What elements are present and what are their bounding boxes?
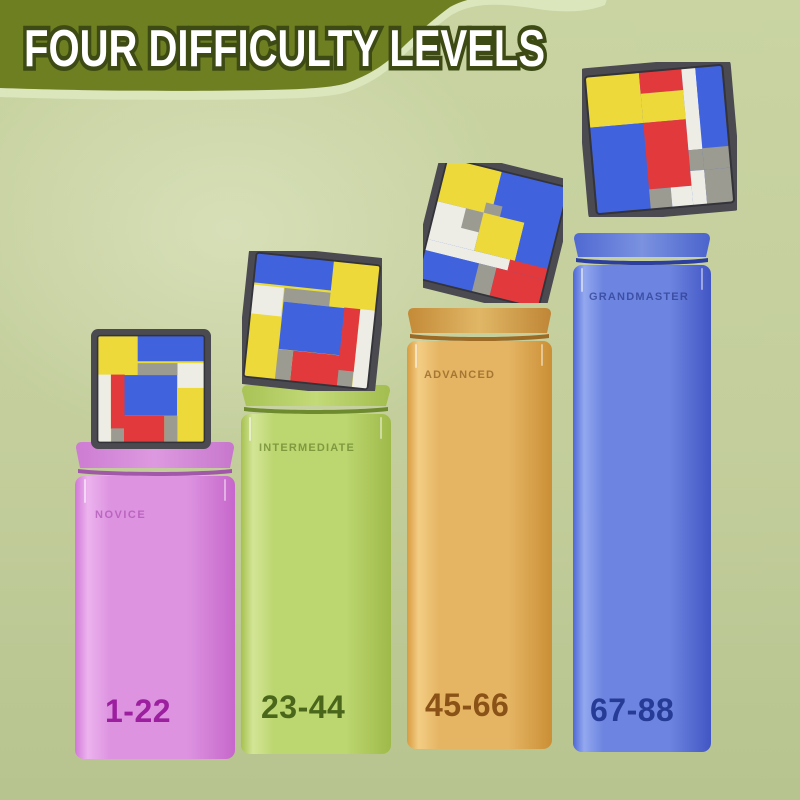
svg-text:1-22: 1-22 [105, 693, 171, 729]
svg-text:ADVANCED: ADVANCED [424, 369, 495, 381]
svg-text:NOVICE: NOVICE [95, 509, 146, 521]
svg-text:67-88: 67-88 [590, 692, 674, 728]
svg-text:23-44: 23-44 [261, 689, 345, 725]
svg-text:FOUR DIFFICULTY LEVELS: FOUR DIFFICULTY LEVELS [24, 19, 545, 77]
svg-text:45-66: 45-66 [425, 687, 509, 723]
svg-text:INTERMEDIATE: INTERMEDIATE [259, 442, 355, 454]
svg-text:GRANDMASTER: GRANDMASTER [589, 291, 689, 303]
